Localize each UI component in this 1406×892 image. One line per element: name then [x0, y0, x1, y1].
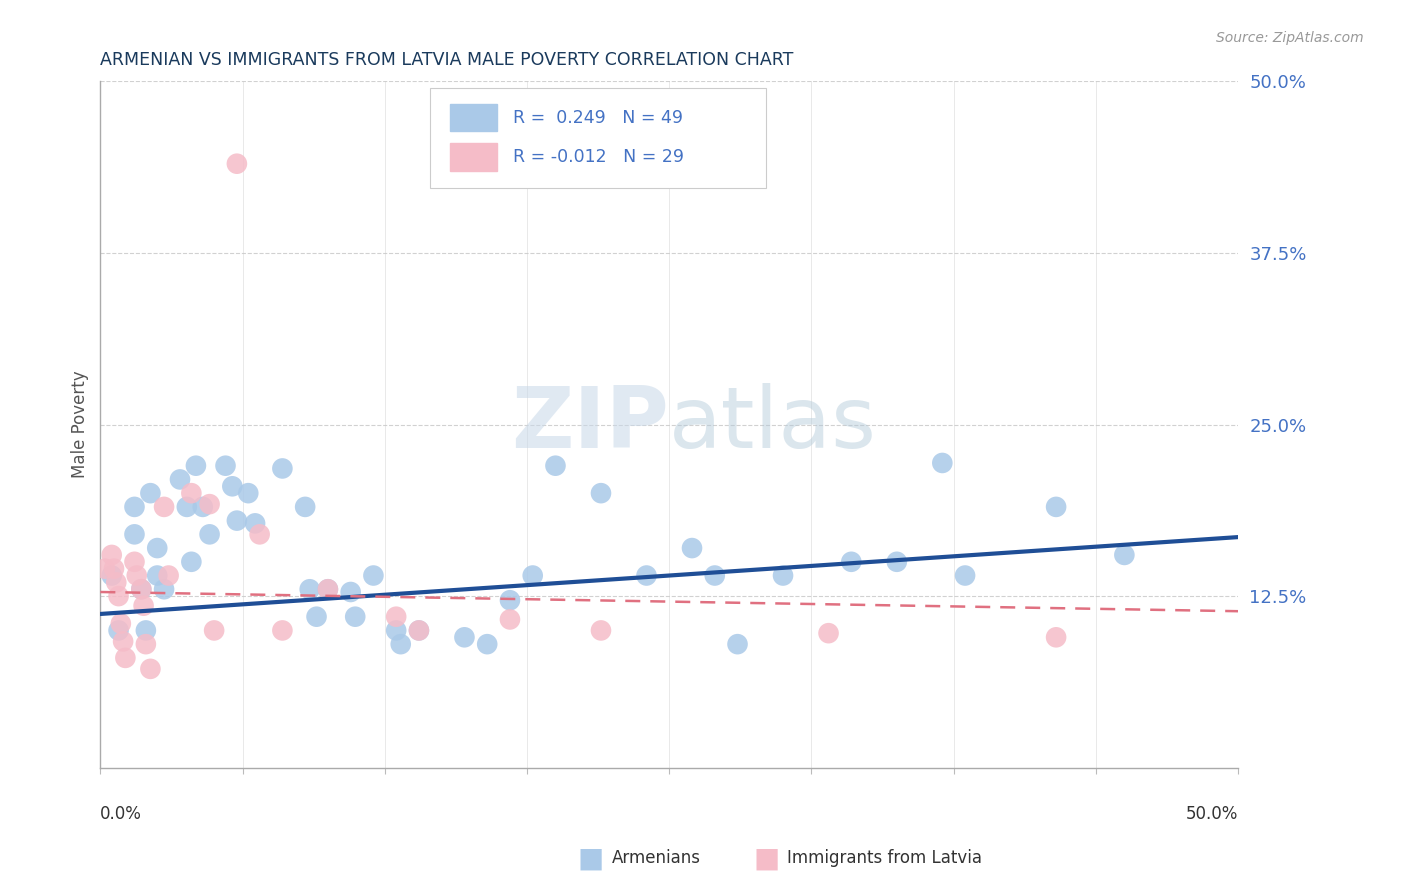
- Point: [636, 568, 658, 582]
- Point: [238, 486, 260, 500]
- Point: [180, 486, 202, 500]
- Text: ZIP: ZIP: [512, 383, 669, 466]
- Point: [100, 568, 122, 582]
- Point: [249, 527, 271, 541]
- Point: [931, 456, 953, 470]
- Point: [294, 500, 316, 514]
- Point: [139, 662, 162, 676]
- Point: [522, 568, 544, 582]
- Point: [105, 575, 128, 590]
- Point: [385, 609, 408, 624]
- Text: ■: ■: [754, 844, 779, 872]
- Point: [305, 609, 328, 624]
- Point: [157, 568, 180, 582]
- Point: [408, 624, 430, 638]
- Point: [477, 637, 499, 651]
- Text: 50.0%: 50.0%: [1185, 805, 1239, 823]
- Point: [107, 589, 129, 603]
- Point: [316, 582, 339, 597]
- Point: [191, 500, 214, 514]
- Text: ■: ■: [578, 844, 603, 872]
- Point: [408, 624, 430, 638]
- Point: [589, 624, 612, 638]
- Point: [225, 514, 247, 528]
- Point: [298, 582, 321, 597]
- Point: [681, 541, 703, 555]
- Point: [1045, 630, 1067, 644]
- Point: [727, 637, 749, 651]
- Text: 0.0%: 0.0%: [100, 805, 142, 823]
- Bar: [450, 143, 498, 170]
- Point: [94, 562, 117, 576]
- Point: [1114, 548, 1136, 562]
- Text: atlas: atlas: [669, 383, 877, 466]
- Text: Source: ZipAtlas.com: Source: ZipAtlas.com: [1216, 31, 1364, 45]
- Point: [180, 555, 202, 569]
- Y-axis label: Male Poverty: Male Poverty: [72, 371, 89, 478]
- Point: [839, 555, 862, 569]
- Point: [214, 458, 236, 473]
- Point: [703, 568, 725, 582]
- Text: Armenians: Armenians: [612, 849, 700, 867]
- Point: [103, 562, 125, 576]
- Point: [544, 458, 567, 473]
- Point: [153, 582, 176, 597]
- Point: [131, 582, 153, 597]
- Bar: [450, 104, 498, 131]
- FancyBboxPatch shape: [430, 88, 766, 187]
- Point: [453, 630, 475, 644]
- Point: [198, 527, 221, 541]
- Point: [221, 479, 243, 493]
- Point: [176, 500, 198, 514]
- Point: [124, 555, 146, 569]
- Point: [271, 461, 294, 475]
- Point: [110, 616, 132, 631]
- Point: [243, 516, 266, 531]
- Point: [169, 472, 191, 486]
- Point: [817, 626, 839, 640]
- Point: [125, 568, 148, 582]
- Point: [184, 458, 207, 473]
- Point: [114, 651, 136, 665]
- Point: [953, 568, 976, 582]
- Point: [202, 624, 225, 638]
- Text: R = -0.012   N = 29: R = -0.012 N = 29: [513, 148, 685, 166]
- Point: [499, 593, 522, 607]
- Point: [139, 486, 162, 500]
- Point: [339, 585, 361, 599]
- Point: [225, 157, 247, 171]
- Point: [135, 624, 157, 638]
- Point: [886, 555, 908, 569]
- Point: [124, 500, 146, 514]
- Text: R =  0.249   N = 49: R = 0.249 N = 49: [513, 109, 683, 127]
- Point: [132, 599, 155, 613]
- Point: [499, 612, 522, 626]
- Point: [363, 568, 385, 582]
- Point: [589, 486, 612, 500]
- Point: [385, 624, 408, 638]
- Point: [1045, 500, 1067, 514]
- Point: [146, 541, 169, 555]
- Point: [146, 568, 169, 582]
- Point: [389, 637, 412, 651]
- Point: [153, 500, 176, 514]
- Point: [107, 624, 129, 638]
- Text: ARMENIAN VS IMMIGRANTS FROM LATVIA MALE POVERTY CORRELATION CHART: ARMENIAN VS IMMIGRANTS FROM LATVIA MALE …: [100, 51, 794, 69]
- Point: [316, 582, 339, 597]
- Point: [772, 568, 794, 582]
- Point: [198, 497, 221, 511]
- Point: [271, 624, 294, 638]
- Point: [344, 609, 367, 624]
- Text: Immigrants from Latvia: Immigrants from Latvia: [787, 849, 983, 867]
- Point: [100, 548, 122, 562]
- Point: [135, 637, 157, 651]
- Point: [124, 527, 146, 541]
- Point: [112, 634, 135, 648]
- Point: [131, 582, 153, 597]
